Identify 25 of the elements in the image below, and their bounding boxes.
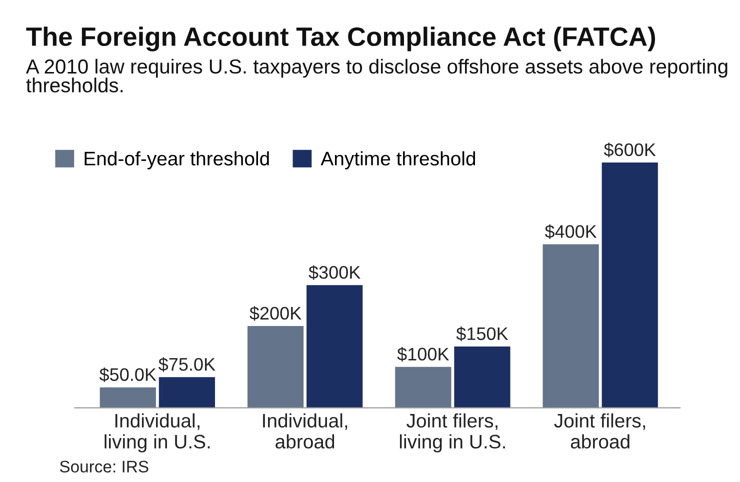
bar <box>395 366 452 408</box>
data-label: $50.0K <box>99 367 156 382</box>
bar <box>542 244 599 408</box>
bar <box>454 346 510 408</box>
chart-title: The Foreign Account Tax Compliance Act (FATCA) <box>26 26 656 52</box>
x-tick-label: Joint filers, abroad <box>554 413 646 449</box>
x-tick-label: Individual, living in U.S. <box>104 413 210 452</box>
data-label: $400K <box>544 224 597 239</box>
data-label: $600K <box>604 142 656 158</box>
bar <box>100 387 156 408</box>
bar <box>158 377 215 408</box>
legend-label: End-of-year threshold <box>84 151 269 170</box>
bar <box>247 326 304 408</box>
bar <box>602 162 658 408</box>
data-label: $75.0K <box>158 357 216 372</box>
bar <box>306 285 363 408</box>
data-label: $150K <box>456 326 508 342</box>
data-label: $100K <box>397 346 450 362</box>
legend-label: Anytime threshold <box>320 151 476 170</box>
chart-subtitle: A 2010 law requires U.S. taxpayers to disclose offshore assets above reporting thresholds. <box>26 58 728 92</box>
x-tick-label: Individual, abroad <box>263 413 348 449</box>
data-label: $300K <box>308 265 360 280</box>
x-tick-label: Joint filers, living in U.S. <box>400 413 505 452</box>
source-note: Source: IRS <box>60 460 148 473</box>
data-label: $200K <box>250 306 302 321</box>
